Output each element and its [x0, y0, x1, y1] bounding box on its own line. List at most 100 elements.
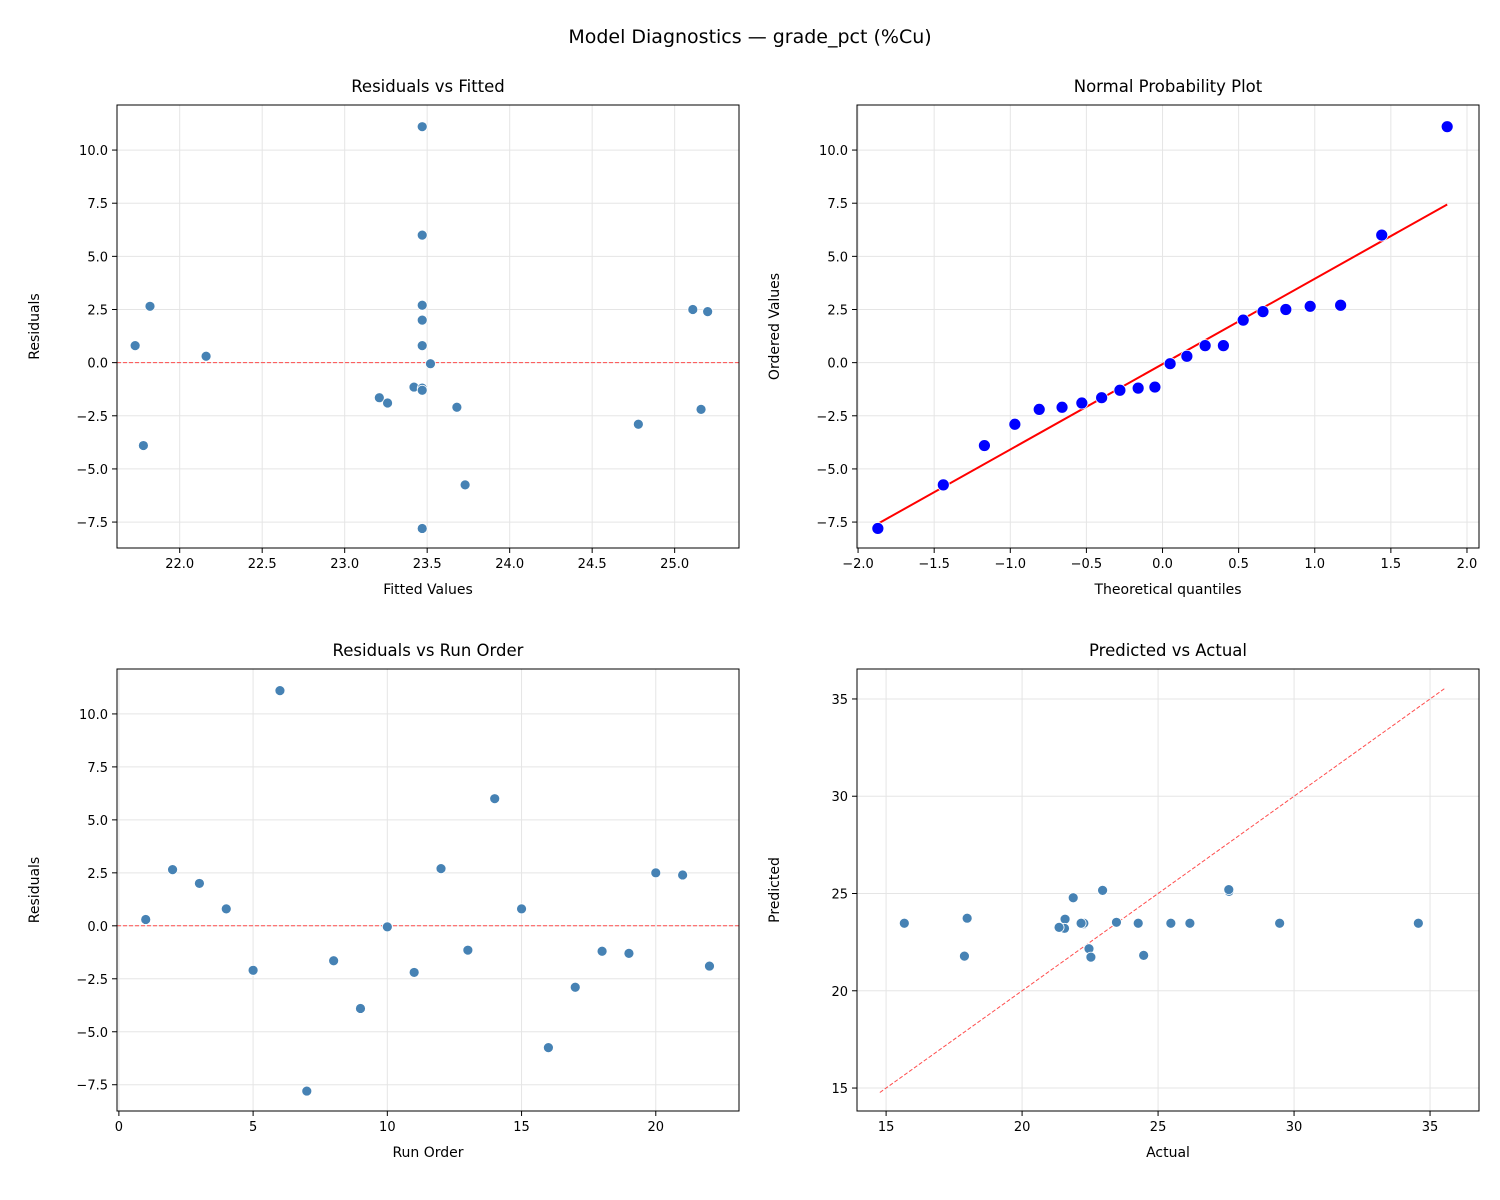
data-point	[220, 903, 232, 915]
data-point	[1217, 339, 1230, 353]
y-tick-label: 10.0	[819, 144, 848, 159]
x-tick-label: 0.5	[1228, 557, 1249, 572]
data-point	[1097, 884, 1108, 896]
y-tick-label: 30	[831, 790, 848, 805]
subplot-3: 0 5 10 15 20 −7.5 −5.0 −2.5 0.0 2.5 5.0 7.5 10.0 Resi…	[27, 641, 740, 1161]
y-tick-label: 25	[831, 888, 848, 903]
data-point	[137, 440, 149, 451]
data-point	[140, 914, 152, 925]
x-axis-label: Theoretical quantiles	[1093, 582, 1241, 598]
data-point	[451, 401, 463, 413]
x-tick-label: 35	[1422, 1120, 1439, 1135]
data-point	[687, 304, 699, 315]
data-point	[274, 685, 286, 697]
y-tick-label: 0.0	[827, 357, 848, 372]
data-point	[1113, 383, 1127, 397]
data-point	[355, 1003, 366, 1014]
x-tick-label: 23.0	[330, 557, 359, 572]
data-point	[1095, 391, 1109, 405]
data-point	[1412, 917, 1424, 929]
data-point	[1440, 120, 1454, 134]
data-point	[416, 384, 428, 396]
data-point	[1375, 228, 1389, 242]
y-tick-label: 7.5	[87, 197, 108, 212]
y-tick-label: 10.0	[79, 144, 108, 159]
data-point	[1165, 917, 1177, 929]
subplot-title: Predicted vs Actual	[1089, 641, 1247, 660]
data-point	[1236, 313, 1250, 327]
data-point	[408, 967, 420, 978]
x-tick-label: 5	[249, 1120, 257, 1135]
x-tick-label: 0	[115, 1120, 123, 1135]
data-point	[416, 314, 428, 326]
data-point	[1198, 339, 1212, 353]
data-point	[1131, 381, 1145, 395]
y-tick-label: 7.5	[87, 761, 108, 776]
x-tick-label: 15	[878, 1120, 895, 1135]
data-point	[462, 944, 474, 956]
y-axis-label: Predicted	[767, 857, 783, 923]
y-tick-label: 0.0	[87, 920, 108, 935]
x-tick-label: −1.0	[995, 557, 1027, 572]
fit-line	[877, 203, 1448, 525]
data-point	[1053, 921, 1065, 933]
x-tick-label: 22.5	[248, 557, 277, 572]
data-point	[416, 121, 428, 133]
subplot-title: Residuals vs Fitted	[351, 77, 505, 96]
y-axis-label: Ordered Values	[767, 273, 783, 380]
identity-reference-line	[879, 687, 1446, 1093]
data-point	[1075, 917, 1087, 929]
data-point	[516, 903, 527, 915]
y-tick-label: −5.0	[76, 463, 108, 478]
data-point	[704, 960, 715, 972]
y-tick-label: 2.5	[87, 303, 108, 318]
data-point	[373, 392, 385, 404]
y-tick-label: −2.5	[816, 410, 848, 425]
x-tick-label: −0.5	[1071, 557, 1103, 572]
data-point	[871, 522, 885, 535]
data-point	[898, 917, 910, 929]
data-point	[200, 350, 212, 362]
y-tick-label: 35	[831, 693, 848, 708]
data-point	[194, 878, 205, 889]
data-point	[167, 864, 178, 876]
axes-frame	[116, 668, 740, 1112]
data-point	[1256, 305, 1270, 319]
x-tick-label: 22.0	[165, 557, 194, 572]
data-point	[129, 340, 141, 352]
data-point	[677, 869, 689, 881]
data-point	[1067, 892, 1079, 904]
y-axis-label: Residuals	[27, 857, 43, 923]
data-point	[144, 300, 156, 312]
x-tick-label: −2.0	[842, 557, 874, 572]
data-point	[1180, 349, 1194, 363]
data-point	[1085, 951, 1097, 963]
data-point	[1274, 917, 1286, 929]
x-tick-label: 25	[1150, 1120, 1167, 1135]
data-point	[961, 912, 973, 924]
data-point	[382, 397, 393, 409]
subplot-2: −2.0 −1.5 −1.0 −0.5 0.0 0.5 1.0 1.5 2.0 −7.5 −5.0 −…	[767, 77, 1480, 598]
data-point	[1132, 917, 1144, 929]
data-point	[1184, 917, 1196, 929]
x-tick-label: 20	[648, 1120, 665, 1135]
data-point	[1223, 884, 1235, 896]
data-point	[435, 863, 447, 874]
x-tick-label: 24.5	[578, 557, 607, 572]
y-tick-label: −5.0	[816, 463, 848, 478]
y-tick-label: 2.5	[827, 303, 848, 318]
data-point	[416, 299, 428, 311]
x-tick-label: 15	[513, 1120, 530, 1135]
data-point	[650, 867, 662, 879]
x-axis-label: Fitted Values	[383, 582, 473, 598]
data-point	[416, 229, 428, 241]
data-point	[1008, 417, 1022, 431]
x-tick-label: 23.5	[413, 557, 442, 572]
data-point	[596, 945, 608, 957]
data-point	[1334, 298, 1348, 312]
x-tick-label: 1.5	[1381, 557, 1402, 572]
x-tick-label: −1.5	[918, 557, 950, 572]
y-tick-label: 5.0	[87, 250, 108, 265]
data-point	[328, 955, 340, 967]
data-point	[1303, 299, 1317, 313]
